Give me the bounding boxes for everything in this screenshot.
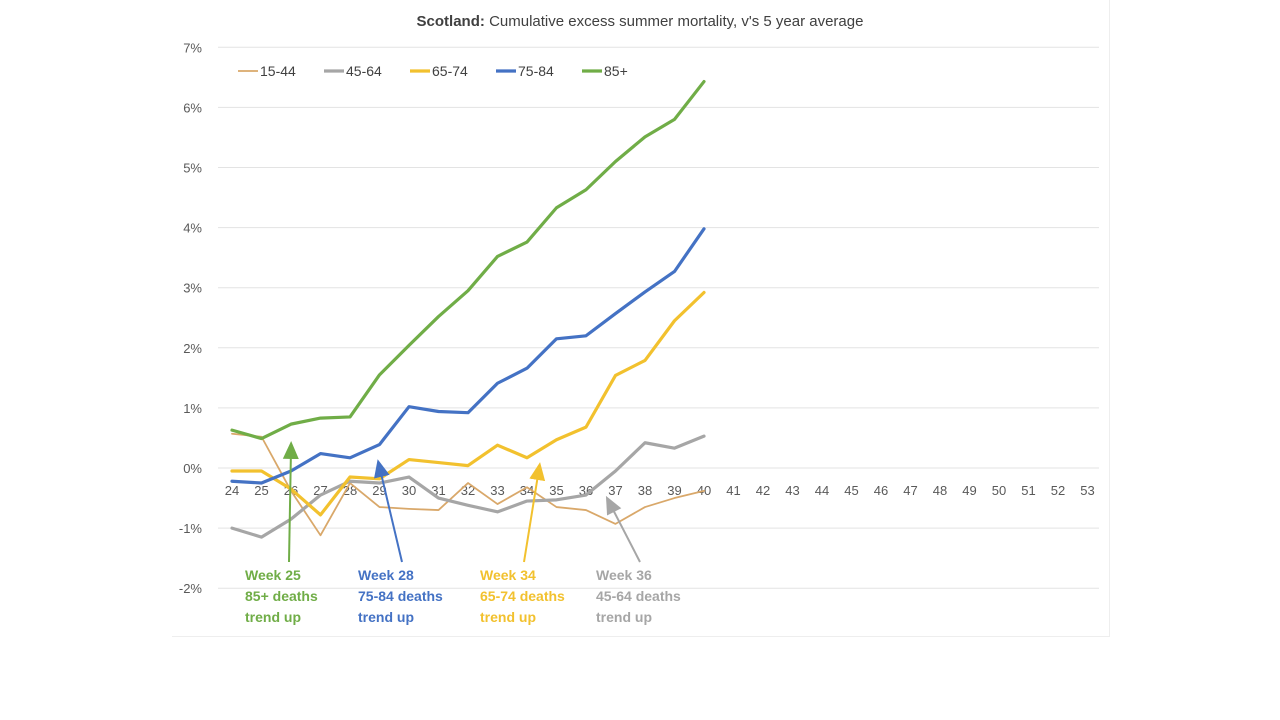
legend-label: 15-44 (260, 63, 296, 79)
annotation-arrow (374, 459, 403, 563)
y-tick-label: 2% (183, 341, 202, 356)
x-tick-label: 52 (1051, 483, 1065, 498)
line-chart: Scotland: Cumulative excess summer morta… (179, 13, 1099, 625)
x-tick-label: 32 (461, 483, 475, 498)
x-tick-label: 33 (490, 483, 504, 498)
y-tick-label: 1% (183, 401, 202, 416)
y-tick-label: 0% (183, 461, 202, 476)
y-tick-label: 3% (183, 281, 202, 296)
x-tick-label: 48 (933, 483, 947, 498)
x-tick-label: 37 (608, 483, 622, 498)
legend-label: 85+ (604, 63, 628, 79)
annotation-text: 85+ deaths (245, 588, 318, 604)
annotation-text: trend up (245, 609, 301, 625)
x-tick-label: 43 (785, 483, 799, 498)
chart-title: Scotland: Cumulative excess summer morta… (417, 13, 864, 30)
annotation-text: trend up (596, 609, 652, 625)
annotation-text: 65-74 deaths (480, 588, 565, 604)
x-tick-label: 35 (549, 483, 563, 498)
legend-label: 65-74 (432, 63, 468, 79)
legend-label: 75-84 (518, 63, 554, 79)
annotation-arrow (605, 495, 641, 563)
x-tick-label: 46 (874, 483, 888, 498)
y-tick-label: 7% (183, 40, 202, 55)
annotation-text: trend up (358, 609, 414, 625)
x-tick-label: 24 (225, 483, 239, 498)
x-tick-label: 42 (756, 483, 770, 498)
x-tick-label: 49 (962, 483, 976, 498)
series-line-15-44 (231, 432, 705, 537)
x-tick-label: 30 (402, 483, 416, 498)
x-tick-label: 39 (667, 483, 681, 498)
series-line-75-84 (230, 227, 706, 485)
annotation-text: Week 25 (245, 567, 301, 583)
y-axis-ticks: 7% 6% 5% 4% 3% 2% 1% 0% -1% -2% (179, 40, 203, 596)
x-tick-label: 38 (638, 483, 652, 498)
annotation-arrow (282, 440, 299, 563)
legend: 15-44 45-64 65-74 75-84 85+ (238, 63, 628, 79)
annotation-text: Week 28 (358, 567, 414, 583)
legend-label: 45-64 (346, 63, 382, 79)
gridlines (218, 46, 1099, 589)
x-tick-label: 44 (815, 483, 829, 498)
x-tick-label: 29 (372, 483, 386, 498)
y-tick-label: -2% (179, 581, 203, 596)
series-lines (230, 79, 706, 539)
chart-title-rest: Cumulative excess summer mortality, v's … (489, 13, 863, 30)
chart-panel: Scotland: Cumulative excess summer morta… (172, 0, 1110, 637)
x-tick-label: 50 (992, 483, 1006, 498)
x-tick-label: 41 (726, 483, 740, 498)
annotations: Week 25 85+ deaths trend up Week 28 75-84 de… (245, 440, 681, 625)
x-tick-label: 53 (1080, 483, 1094, 498)
series-line-65-74 (230, 290, 706, 517)
x-tick-label: 45 (844, 483, 858, 498)
annotation-text: trend up (480, 609, 536, 625)
x-tick-label: 34 (520, 483, 534, 498)
x-tick-label: 47 (903, 483, 917, 498)
annotation-text: Week 34 (480, 567, 536, 583)
series-line-85plus (230, 79, 706, 441)
y-tick-label: 4% (183, 221, 202, 236)
y-tick-label: 5% (183, 161, 202, 176)
x-axis-ticks: 2425262728293031323334353637383940414243… (225, 483, 1095, 498)
y-tick-label: -1% (179, 521, 203, 536)
chart-title-bold: Scotland: (417, 13, 485, 30)
annotation-text: Week 36 (596, 567, 652, 583)
y-tick-label: 6% (183, 100, 202, 115)
annotation-arrow (523, 462, 546, 563)
annotation-text: 45-64 deaths (596, 588, 681, 604)
annotation-text: 75-84 deaths (358, 588, 443, 604)
x-tick-label: 51 (1021, 483, 1035, 498)
x-tick-label: 25 (254, 483, 268, 498)
series-line-45-64 (230, 434, 706, 539)
